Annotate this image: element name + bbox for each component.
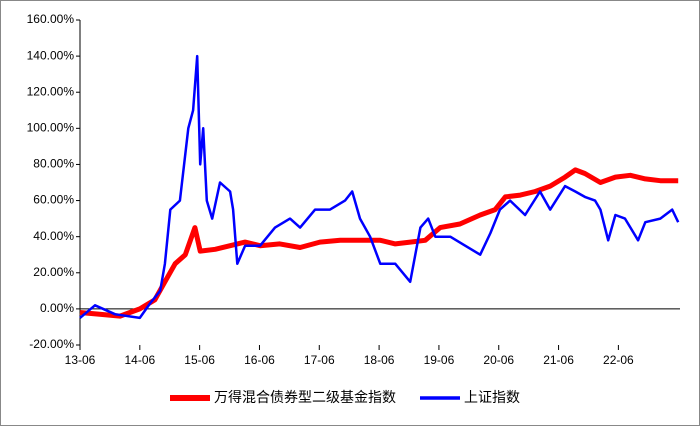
x-tick-label: 15-06 [184,353,215,367]
series-line [79,54,680,320]
x-tick-label: 17-06 [304,353,335,367]
y-tick-label: 140.00% [27,48,75,62]
legend-label: 上证指数 [464,390,520,406]
x-tick-label: 21-06 [543,353,574,367]
x-tick-label: 14-06 [124,353,155,367]
y-tick-label: 100.00% [27,121,75,135]
y-tick-label: 0.00% [40,301,74,315]
y-tick-label: 60.00% [33,193,74,207]
x-tick-label: 22-06 [603,353,634,367]
x-tick-label: 20-06 [483,353,514,367]
series-line [79,167,679,319]
y-tick-label: -20.00% [29,337,74,351]
legend-label: 万得混合债券型二级基金指数 [214,389,396,406]
y-tick-label: 160.00% [27,12,75,26]
x-tick-label: 13-06 [65,353,96,367]
y-tick-label: 40.00% [33,229,74,243]
x-tick-label: 19-06 [424,353,455,367]
x-tick-label: 16-06 [244,353,275,367]
y-tick-label: 20.00% [33,265,74,279]
x-tick-label: 18-06 [364,353,395,367]
y-tick-label: 120.00% [27,84,75,98]
y-tick-label: 80.00% [33,157,74,171]
